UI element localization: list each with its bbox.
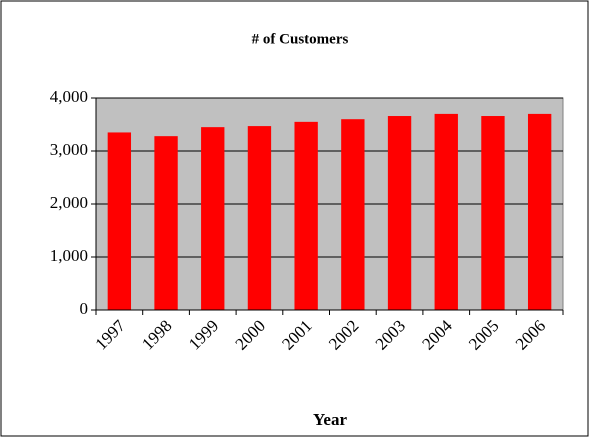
bar	[247, 126, 272, 310]
bar	[201, 127, 225, 311]
bar	[387, 116, 412, 311]
y-tick-label: 0	[80, 299, 89, 318]
x-axis-label: Year	[313, 410, 347, 429]
y-tick-label: 2,000	[50, 193, 88, 212]
bar	[107, 132, 132, 310]
y-tick-label: 3,000	[50, 140, 88, 159]
bar	[341, 119, 365, 310]
bar	[527, 113, 552, 311]
bar	[481, 116, 505, 311]
bar	[294, 121, 318, 310]
chart-title: # of Customers	[252, 31, 349, 47]
y-tick-label: 1,000	[50, 246, 88, 265]
bar	[434, 113, 458, 311]
y-tick-label: 4,000	[50, 87, 88, 106]
bar	[154, 136, 178, 310]
